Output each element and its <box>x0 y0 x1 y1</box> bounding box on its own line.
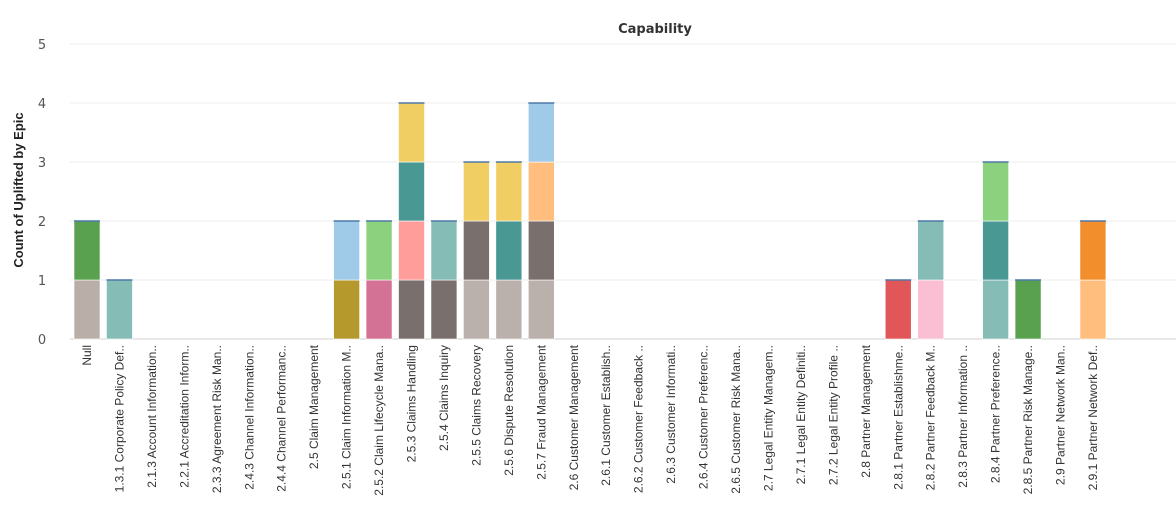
x-tick-label: 2.6.4 Customer Preferenc.. <box>697 345 711 489</box>
x-tick-label: 1.3.1 Corporate Policy Def.. <box>112 345 126 492</box>
x-tick-label: 2.8.4 Partner Preference.. <box>989 345 1003 483</box>
x-tick-label: 2.3.3 Agreement Risk Man.. <box>210 345 224 493</box>
x-axis-ticks: Null 1.3.1 Corporate Policy Def.. 2.1.3 Ac… <box>80 344 1100 495</box>
bar-segment[interactable] <box>365 220 393 281</box>
bar-segment[interactable] <box>527 279 555 340</box>
x-tick-label: 2.4.4 Channel Performanc.. <box>275 345 289 492</box>
y-tick-label: 1 <box>38 274 46 289</box>
x-tick-label: 2.4.3 Channel Information.. <box>242 345 256 490</box>
bar-segment[interactable] <box>1014 279 1042 340</box>
y-tick-label: 2 <box>38 215 46 230</box>
bar-segment[interactable] <box>430 220 458 281</box>
bar-segment[interactable] <box>463 220 490 281</box>
x-tick-label: 2.7.1 Legal Entity Definiti.. <box>794 345 808 484</box>
x-tick-label: 2.5 Claim Management <box>307 344 321 469</box>
bars <box>73 102 1107 340</box>
x-tick-label: 2.8.5 Partner Risk Manage.. <box>1021 345 1035 494</box>
bar-segment[interactable] <box>106 279 133 340</box>
x-tick-label: 2.5.3 Claims Handling <box>405 345 419 462</box>
chart-title: Capability <box>618 22 692 37</box>
bar-segment[interactable] <box>917 220 945 281</box>
bar-segment[interactable] <box>495 220 523 281</box>
bar-segment[interactable] <box>1079 279 1107 340</box>
x-tick-label: 2.5.4 Claims Inquiry <box>437 345 451 451</box>
bar-segment[interactable] <box>884 279 912 340</box>
y-tick-label: 0 <box>38 333 46 348</box>
x-tick-label: 2.8.1 Partner Establishme.. <box>891 345 905 490</box>
bar-segment[interactable] <box>982 161 1009 222</box>
x-tick-label: 2.5.6 Dispute Resolution <box>502 345 516 476</box>
y-axis-label: Count of Uplifted by Epic <box>11 112 26 267</box>
bar-segment[interactable] <box>495 161 523 222</box>
x-tick-label: 2.5.7 Fraud Management <box>534 344 548 479</box>
y-tick-label: 3 <box>38 156 46 171</box>
bar-segment[interactable] <box>73 220 101 281</box>
x-tick-label: 2.8.3 Partner Information .. <box>956 345 970 488</box>
x-tick-label: 2.6.3 Customer Informati.. <box>664 345 678 484</box>
x-tick-label: 2.6.2 Customer Feedback .. <box>632 345 646 493</box>
bar-segment[interactable] <box>333 279 360 340</box>
bar-segment[interactable] <box>463 279 490 340</box>
x-tick-label: 2.8 Partner Management <box>859 344 873 477</box>
bar-segment[interactable] <box>527 220 555 281</box>
bar-segment[interactable] <box>398 102 425 163</box>
y-tick-label: 5 <box>38 38 46 53</box>
bar-segment[interactable] <box>398 279 425 340</box>
y-tick-label: 4 <box>38 97 46 112</box>
bar-segment[interactable] <box>495 279 523 340</box>
y-axis-ticks: 0 1 2 3 4 5 <box>38 38 46 348</box>
bar-segment[interactable] <box>982 220 1009 281</box>
bar-segment[interactable] <box>982 279 1009 340</box>
x-tick-label: 2.7 Legal Entity Managem.. <box>761 345 775 491</box>
x-tick-label: 2.8.2 Partner Feedback M.. <box>924 345 938 490</box>
bar-segment[interactable] <box>365 279 393 340</box>
x-tick-label: Null <box>80 345 94 366</box>
bar-segment[interactable] <box>527 161 555 222</box>
x-tick-label: 2.2.1 Accreditation Inform.. <box>177 345 191 488</box>
x-tick-label: 2.6.5 Customer Risk Mana.. <box>729 345 743 494</box>
x-tick-label: 2.5.1 Claim Information M.. <box>340 345 354 489</box>
x-tick-label: 2.6.1 Customer Establish.. <box>599 345 613 486</box>
gridlines <box>70 43 1176 340</box>
bar-segment[interactable] <box>333 220 360 281</box>
bar-segment[interactable] <box>463 161 490 222</box>
x-tick-label: 2.1.3 Account Information.. <box>145 345 159 488</box>
x-tick-label: 2.9 Partner Network Man.. <box>1054 345 1068 485</box>
bar-segment[interactable] <box>430 279 458 340</box>
bar-segment[interactable] <box>73 279 101 340</box>
bar-segment[interactable] <box>1079 220 1107 281</box>
bar-segment[interactable] <box>398 220 425 281</box>
x-tick-label: 2.9.1 Partner Network Def.. <box>1086 345 1100 490</box>
x-tick-label: 2.7.2 Legal Entity Profile .. <box>826 345 840 485</box>
x-tick-label: 2.5.5 Claims Recovery <box>469 345 483 466</box>
bar-segment[interactable] <box>398 161 425 222</box>
bar-segment[interactable] <box>917 279 945 340</box>
bar-segment[interactable] <box>527 102 555 163</box>
x-tick-label: 2.5.2 Claim Lifecycle Mana.. <box>372 345 386 496</box>
x-tick-label: 2.6 Customer Management <box>567 344 581 490</box>
